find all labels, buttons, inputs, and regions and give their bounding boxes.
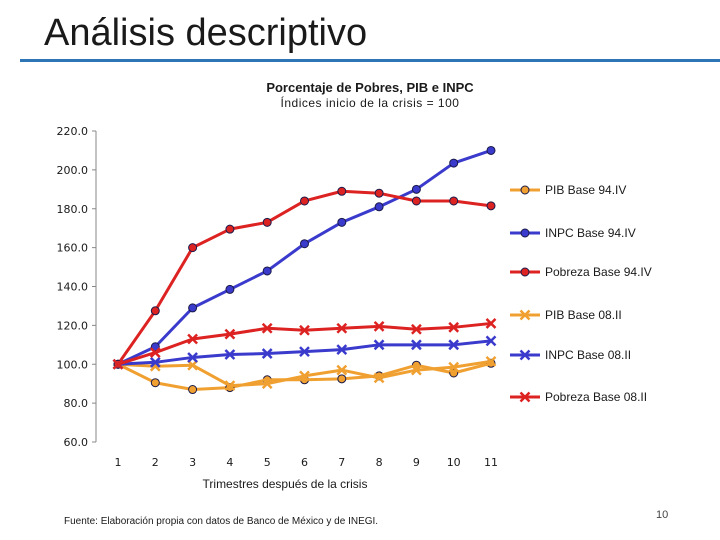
series-line <box>116 189 492 366</box>
slide-title: Análisis descriptivo <box>44 12 368 54</box>
data-point <box>188 243 198 253</box>
data-point <box>187 333 198 345</box>
x-tick-label: 4 <box>226 456 233 469</box>
y-tick-label: 140.0 <box>57 281 89 294</box>
data-point <box>374 202 384 212</box>
data-point <box>486 145 496 155</box>
y-tick-label: 200.0 <box>57 164 89 177</box>
series-line <box>117 149 492 366</box>
data-point <box>449 158 459 168</box>
y-tick-label: 180.0 <box>57 203 89 216</box>
x-tick-label: 3 <box>189 456 196 469</box>
legend-label: Pobreza Base 08.II <box>545 390 647 404</box>
data-point <box>373 320 385 332</box>
data-point <box>486 201 496 211</box>
data-point <box>337 186 347 196</box>
data-point <box>449 368 459 378</box>
data-point <box>485 355 497 367</box>
data-point <box>261 348 273 359</box>
legend-marker <box>519 309 531 321</box>
data-point <box>187 352 198 363</box>
data-point <box>225 224 235 234</box>
data-point <box>300 196 309 206</box>
data-point <box>224 349 236 360</box>
data-point <box>374 188 384 198</box>
data-point <box>187 359 198 371</box>
data-point <box>411 339 422 351</box>
data-point <box>299 346 310 357</box>
data-point <box>448 361 460 373</box>
data-point <box>411 196 421 206</box>
data-point <box>150 342 160 352</box>
data-point <box>448 321 460 333</box>
data-point <box>112 358 124 370</box>
legend-label: PIB Base 94.IV <box>545 183 626 197</box>
legend-marker <box>520 267 530 277</box>
source-note: Fuente: Elaboración propia con datos de … <box>64 516 379 527</box>
data-point <box>261 322 273 334</box>
x-tick-label: 6 <box>301 456 308 469</box>
legend-marker <box>520 185 530 195</box>
data-point <box>262 217 272 227</box>
data-point <box>300 239 309 249</box>
data-point <box>299 324 310 336</box>
data-point <box>337 374 347 384</box>
data-point <box>485 318 497 329</box>
chart-title: Porcentaje de Pobres, PIB e INPC <box>266 80 474 95</box>
legend-label: INPC Base 94.IV <box>545 226 636 240</box>
data-point <box>261 378 273 390</box>
x-tick-label: 11 <box>484 456 498 469</box>
data-point <box>373 372 385 384</box>
data-point <box>225 284 235 294</box>
data-point <box>224 380 236 392</box>
data-point <box>485 335 497 347</box>
legend-marker <box>520 228 530 238</box>
data-point <box>188 303 198 313</box>
data-point <box>373 339 385 351</box>
x-tick-label: 2 <box>152 456 159 469</box>
legend-label: INPC Base 08.II <box>545 348 631 362</box>
legend-marker <box>519 349 531 361</box>
y-tick-label: 60.0 <box>64 436 89 449</box>
data-point <box>336 364 348 376</box>
chart-subtitle: Índices inicio de la crisis = 100 <box>280 96 460 110</box>
x-tick-label: 7 <box>338 456 345 469</box>
x-tick-label: 10 <box>447 456 461 469</box>
x-tick-label: 5 <box>264 456 271 469</box>
x-tick-label: 8 <box>376 456 383 469</box>
data-point <box>149 356 161 368</box>
data-point <box>299 370 310 382</box>
data-point <box>150 378 160 388</box>
data-point <box>411 184 421 194</box>
y-tick-label: 120.0 <box>57 319 89 332</box>
legend-marker <box>519 391 531 403</box>
data-point <box>224 328 236 340</box>
data-point <box>448 339 460 351</box>
data-point <box>449 196 459 206</box>
data-point <box>411 364 422 376</box>
data-point <box>188 385 198 395</box>
y-tick-label: 80.0 <box>64 397 89 410</box>
data-point <box>411 323 422 335</box>
page-number: 10 <box>656 509 669 521</box>
data-point <box>337 217 347 227</box>
data-point <box>336 344 348 356</box>
data-point <box>262 266 272 276</box>
y-tick-label: 100.0 <box>57 358 89 371</box>
legend-label: Pobreza Base 94.IV <box>545 265 652 279</box>
y-tick-label: 220.0 <box>57 125 89 138</box>
x-tick-label: 9 <box>413 456 420 469</box>
data-point <box>336 322 348 334</box>
legend-label: PIB Base 08.II <box>545 308 622 322</box>
data-point <box>150 306 160 316</box>
x-axis-title: Trimestres después de la crisis <box>202 477 368 491</box>
data-point <box>149 347 161 358</box>
y-tick-label: 160.0 <box>57 242 89 255</box>
title-underline <box>20 59 720 62</box>
x-tick-label: 1 <box>115 456 122 469</box>
